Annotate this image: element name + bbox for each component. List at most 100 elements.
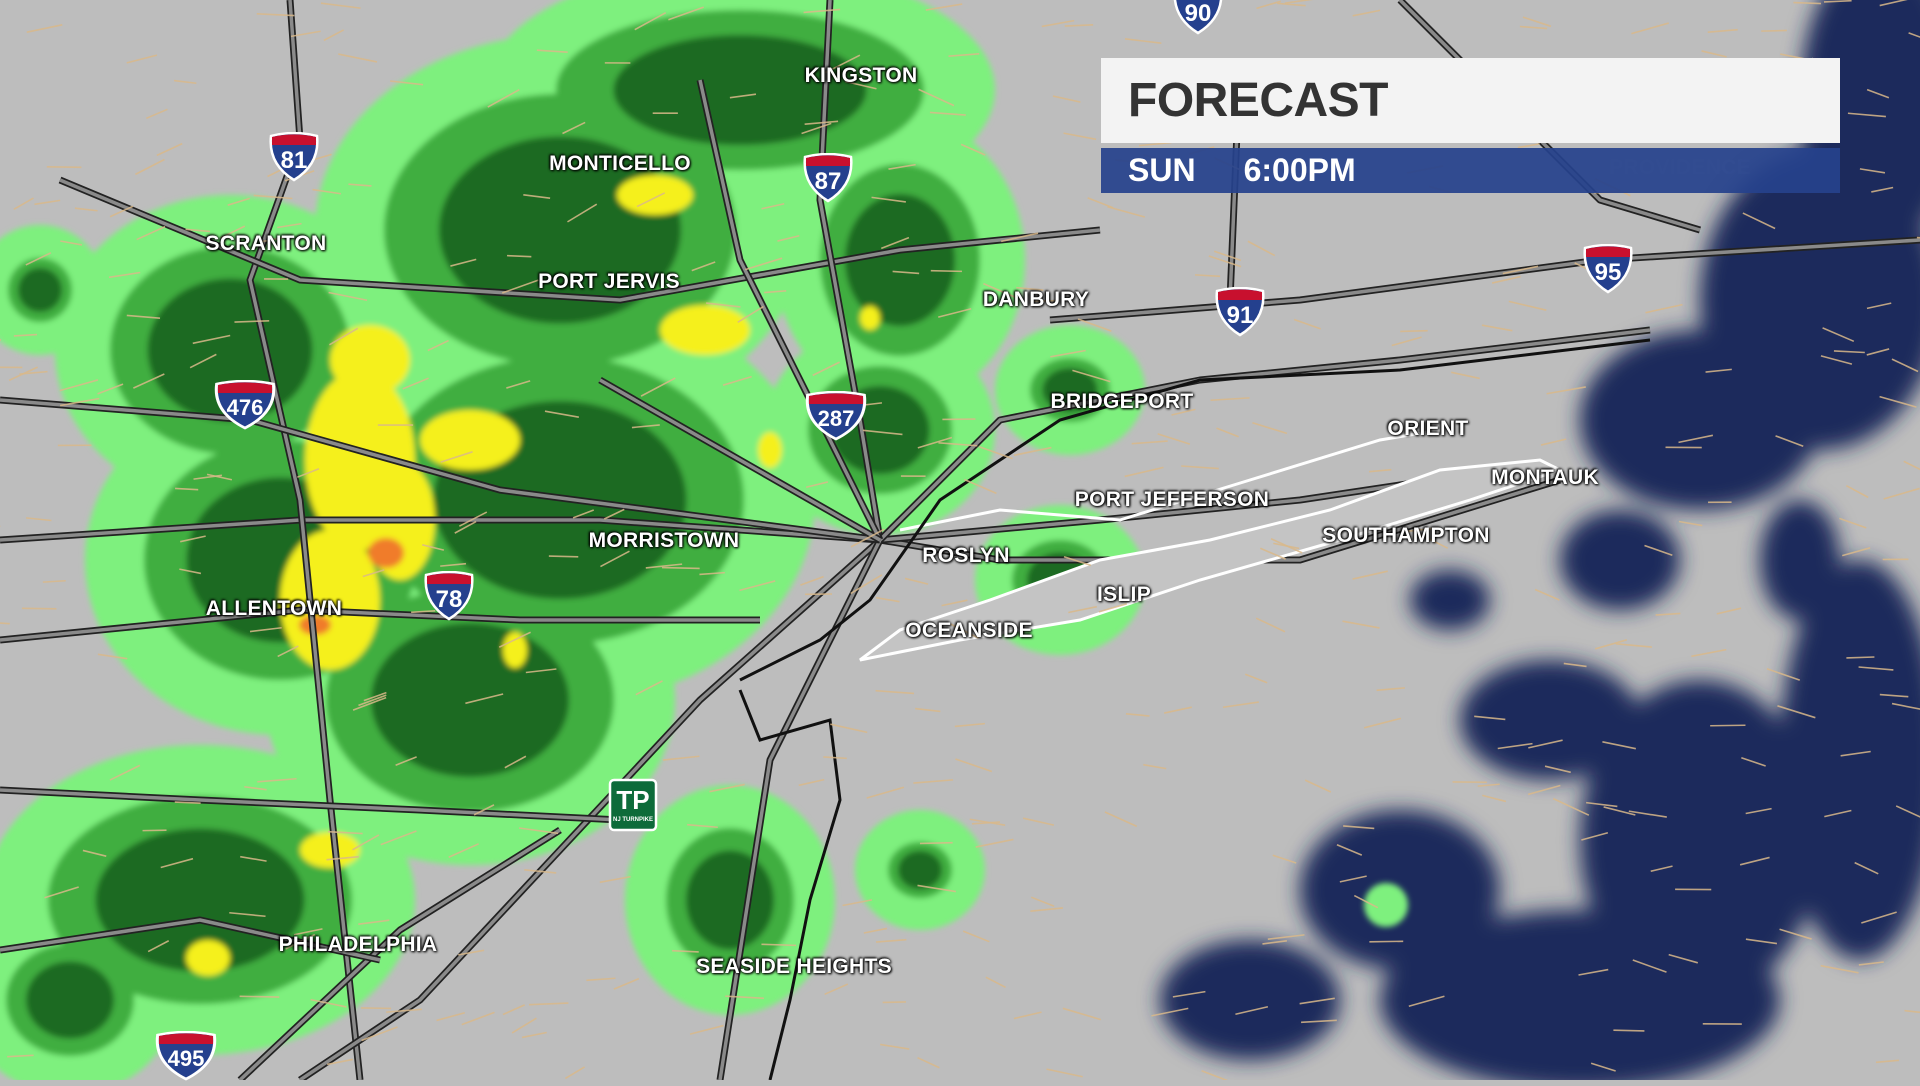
wind-arrow [1377, 688, 1405, 690]
city-label: ROSLYN [922, 544, 1009, 568]
wind-arrow [1164, 707, 1192, 713]
wind-arrow [1613, 1030, 1644, 1031]
wind-arrow [1030, 908, 1063, 911]
wind-arrow [338, 54, 377, 62]
wind-arrow [690, 1026, 723, 1035]
wind-arrow [880, 1044, 909, 1049]
wind-arrow [1217, 428, 1239, 437]
wind-arrow [761, 944, 796, 945]
radar-yellow-cell [660, 305, 750, 355]
wind-arrow [1256, 1, 1280, 8]
city-label: PORT JERVIS [538, 270, 680, 294]
wind-arrow [1273, 855, 1296, 863]
wind-arrow [1904, 1011, 1920, 1015]
wind-arrow [1482, 325, 1512, 330]
city-label: BRIDGEPORT [1050, 390, 1193, 414]
wind-arrow [926, 4, 962, 10]
wind-arrow [1523, 17, 1551, 26]
wind-arrow [174, 81, 196, 84]
wind-arrow [1821, 966, 1859, 973]
wind-arrow [1509, 301, 1547, 310]
wind-arrow [1859, 962, 1884, 965]
wind-arrow [663, 756, 699, 760]
wind-arrow [146, 109, 167, 118]
interstate-number: 90 [1172, 0, 1224, 28]
interstate-shield-icon: 95 [1582, 244, 1634, 294]
wind-arrow [27, 25, 62, 32]
wind-arrow [955, 724, 985, 727]
wind-arrow [0, 622, 10, 624]
wind-arrow [1369, 470, 1391, 472]
wind-arrow [1088, 198, 1113, 208]
wind-arrow [1645, 305, 1682, 313]
city-label: SEASIDE HEIGHTS [696, 955, 892, 979]
wind-arrow [1392, 337, 1422, 345]
interstate-shield-icon: 78 [423, 571, 475, 621]
banner-title: FORECAST [1128, 73, 1388, 128]
wind-arrow [799, 780, 824, 786]
city-label: SCRANTON [205, 232, 326, 256]
wind-arrow [503, 1005, 525, 1015]
wind-arrow [600, 877, 631, 883]
wind-arrow [14, 198, 34, 209]
wind-arrow [1277, 3, 1306, 5]
wind-arrow [1158, 434, 1190, 444]
city-label: ORIENT [1387, 417, 1468, 441]
wind-arrow [800, 577, 823, 585]
wind-arrow [864, 928, 887, 933]
wind-arrow [1064, 133, 1097, 139]
interstate-number: 495 [154, 1046, 218, 1072]
interstate-shield-icon: 287 [804, 391, 868, 441]
turnpike-sublabel: NJ TURNPIKE [607, 817, 659, 823]
wind-arrow [1364, 718, 1401, 727]
wind-arrow [931, 271, 962, 272]
wind-arrow [437, 1013, 465, 1021]
wind-arrow [34, 200, 60, 204]
wind-arrow [529, 1003, 568, 1005]
wind-arrow [976, 839, 1014, 847]
wind-arrow [462, 1012, 495, 1024]
wind-arrow [963, 931, 989, 942]
wind-arrow [1047, 1069, 1083, 1077]
wind-arrow [1520, 27, 1547, 29]
wind-arrow [1839, 518, 1866, 527]
wind-arrow [1451, 372, 1480, 378]
title-box: FORECAST [1101, 58, 1840, 143]
wind-arrow [1209, 256, 1241, 267]
wind-arrow [1708, 30, 1738, 32]
radar-heavy-rain [686, 851, 774, 950]
city-label: ISLIP [1097, 583, 1151, 607]
wind-arrow [522, 1033, 547, 1038]
radar-heavy-rain [898, 851, 942, 890]
ocean-cloud-gap [1560, 510, 1680, 610]
wind-arrow [1482, 795, 1506, 801]
wind-arrow [22, 608, 56, 609]
city-label: DANBURY [983, 288, 1089, 312]
wind-arrow [1023, 818, 1054, 825]
wind-arrow [876, 940, 906, 942]
wind-arrow [915, 709, 940, 712]
wind-arrow [1065, 25, 1093, 26]
wind-arrow [1353, 571, 1388, 579]
wind-arrow [1256, 618, 1285, 632]
wind-arrow [1528, 785, 1560, 794]
wind-arrow [1107, 207, 1144, 217]
wind-arrow [1195, 275, 1220, 276]
wind-arrow [830, 724, 867, 732]
wind-arrow [1369, 941, 1403, 942]
wind-arrow [1031, 897, 1054, 906]
radar-yellow-cell [420, 410, 520, 470]
wind-arrow [986, 977, 1006, 987]
city-label: ALLENTOWN [206, 597, 342, 621]
radar-yellow-cell [860, 306, 880, 330]
wind-arrow [1353, 10, 1380, 15]
wind-arrow [75, 208, 98, 211]
interstate-number: 81 [268, 147, 320, 175]
wind-arrow [920, 843, 953, 844]
forecast-time: 6:00PM [1244, 152, 1356, 189]
interstate-number: 78 [423, 586, 475, 614]
wind-arrow [1053, 96, 1081, 102]
interstate-shield-icon: 87 [802, 153, 854, 203]
wind-arrow [883, 1002, 906, 1003]
